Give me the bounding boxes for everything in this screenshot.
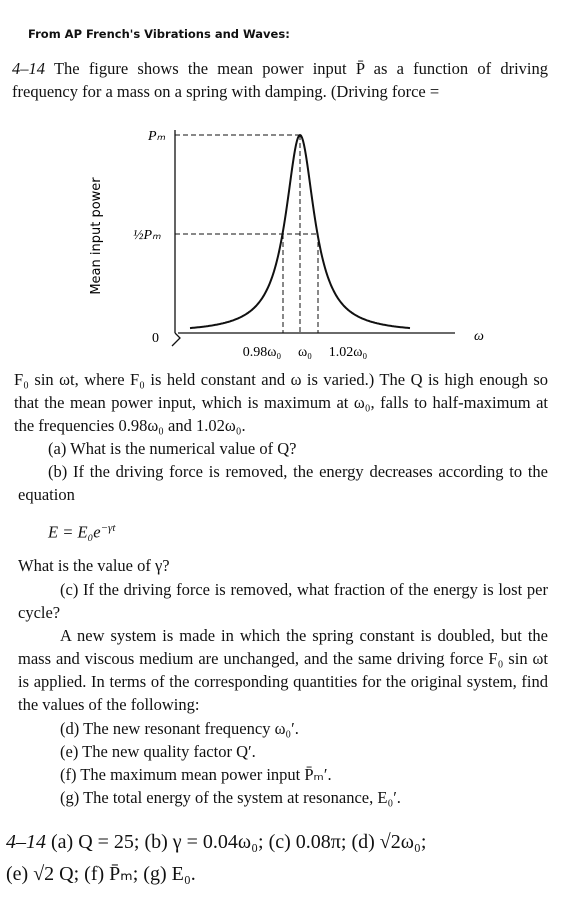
x-tick-label: 1.02ω₀ — [329, 345, 368, 360]
header: From AP French's Vibrations and Waves: — [28, 27, 290, 41]
x-axis-label: ω — [474, 329, 484, 344]
equation-exponent: −γt — [100, 522, 116, 534]
intro-text: The figure shows the mean power input P̄… — [12, 59, 548, 101]
part-d: (d) The new resonant frequency ω₀′. — [60, 719, 299, 738]
question-gamma: What is the value of γ? — [18, 556, 170, 575]
y-axis-label: Mean input power — [89, 177, 104, 295]
part-e: (e) The new quality factor Q′. — [60, 742, 256, 761]
equation: E = E₀e−γt — [48, 517, 115, 544]
resonance-curve — [189, 133, 411, 330]
y-tick-label: 0 — [152, 331, 159, 346]
part-b: (b) If the driving force is removed, the… — [18, 462, 548, 504]
y-tick-label: ½Pₘ — [133, 228, 161, 243]
part-c: (c) If the driving force is removed, wha… — [18, 580, 548, 622]
figure: Mean input power Pₘ ½Pₘ 0 0.98ω₀ ω₀ 1.02… — [89, 129, 484, 360]
part-f: (f) The maximum mean power input P̄ₘ′. — [60, 765, 332, 784]
new-system: A new system is made in which the spring… — [18, 626, 548, 714]
answer-line: (a) Q = 25; (b) γ = 0.04ω₀; (c) 0.08π; (… — [51, 831, 427, 853]
continuation: F₀ sin ωt, where F₀ is held constant and… — [14, 370, 548, 435]
intro: 4–14 The figure shows the mean power inp… — [12, 57, 548, 103]
y-tick-label: Pₘ — [147, 129, 166, 144]
equation-base: E = E₀e — [48, 522, 101, 542]
axis-break — [171, 332, 181, 347]
answer-line: (e) √2 Q; (f) P̄ₘ; (g) E₀. — [6, 863, 196, 885]
part-g: (g) The total energy of the system at re… — [60, 788, 401, 807]
answer: 4–14 (a) Q = 25; (b) γ = 0.04ω₀; (c) 0.0… — [6, 826, 562, 890]
answer-number: 4–14 — [6, 831, 46, 853]
part-a: (a) What is the numerical value of Q? — [48, 439, 297, 458]
x-tick-label: 0.98ω₀ — [243, 345, 282, 360]
x-tick-label: ω₀ — [298, 345, 312, 360]
problem-number: 4–14 — [12, 59, 45, 78]
